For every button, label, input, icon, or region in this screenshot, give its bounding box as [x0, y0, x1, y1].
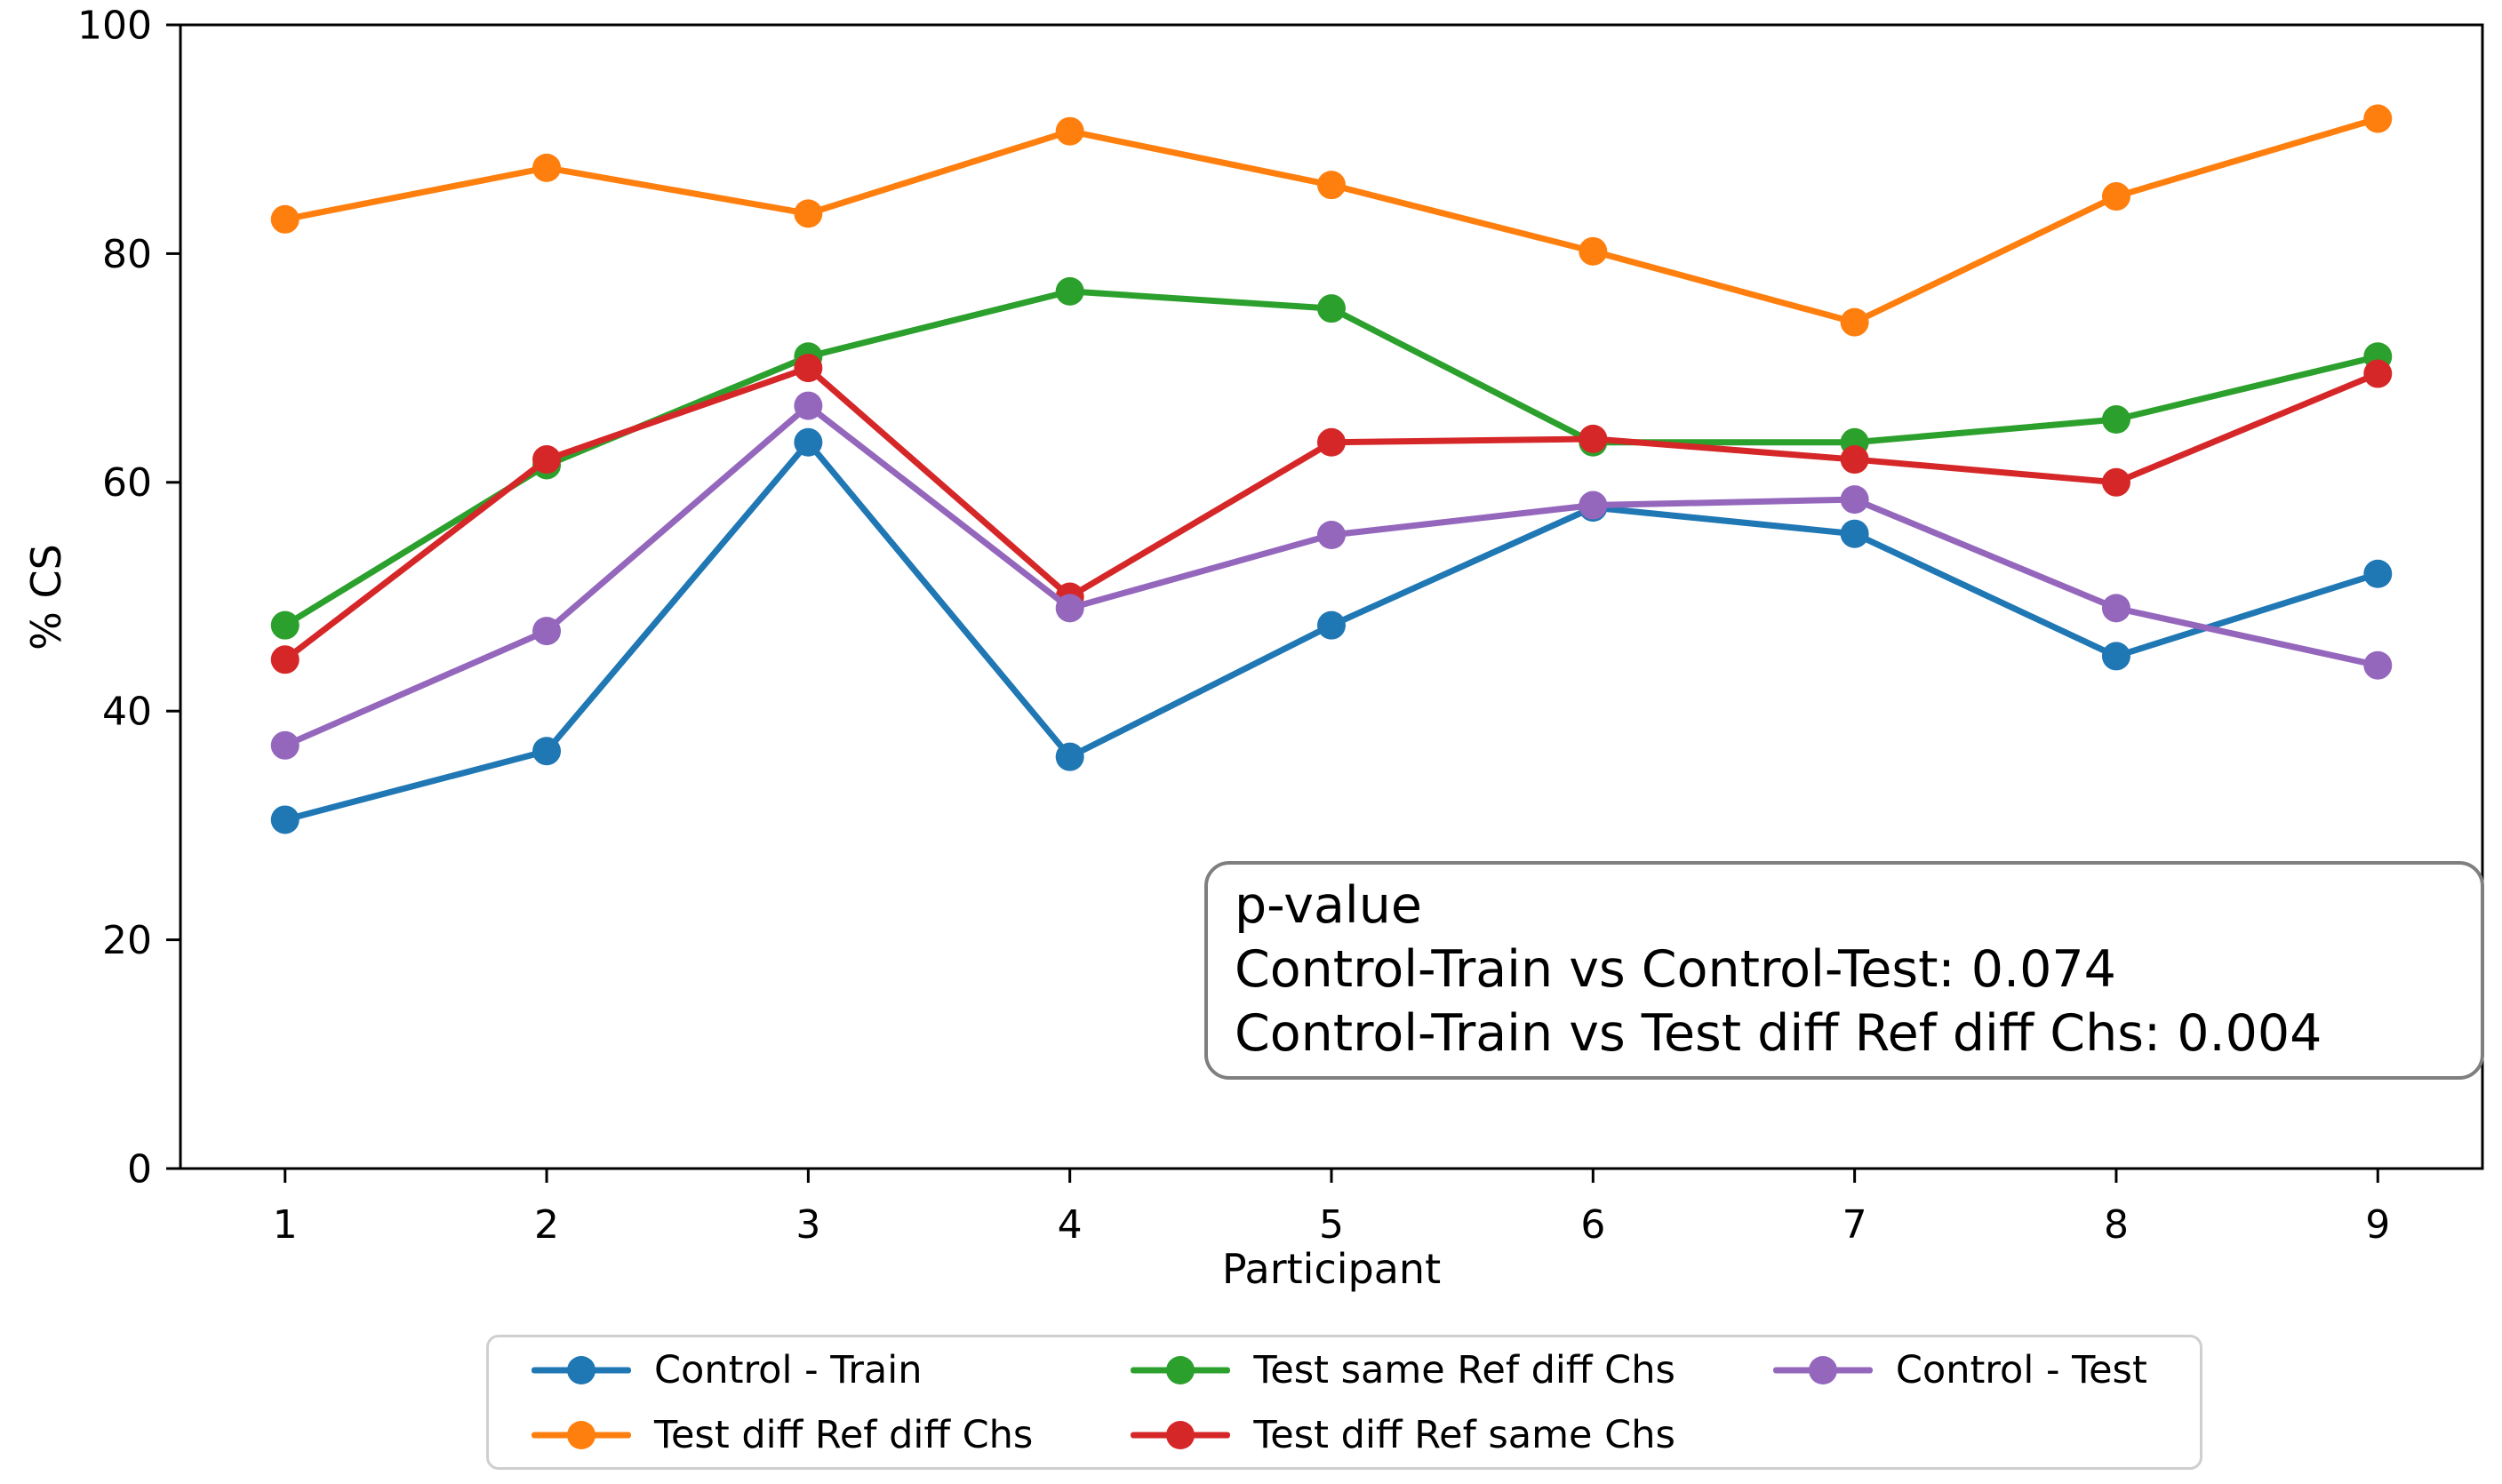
data-point [2101, 182, 2130, 211]
p-value-annotation: p-value Control-Train vs Control-Test: 0… [1204, 861, 2484, 1080]
x-tick-label: 4 [1058, 1202, 1083, 1248]
y-tick-label: 60 [102, 460, 152, 506]
data-point [532, 153, 562, 182]
legend-label: Test same Ref diff Chs [1253, 1347, 1675, 1392]
data-point [2363, 559, 2393, 588]
y-tick-label: 40 [102, 690, 152, 735]
y-tick-label: 100 [77, 3, 152, 48]
legend-entry-control-test: Control - Test [1772, 1347, 2147, 1392]
annotation-line: p-value [1235, 876, 1422, 935]
x-axis-label: Participant [1221, 1245, 1442, 1293]
data-point [270, 204, 300, 234]
legend-entry-control-train: Control - Train [532, 1348, 1033, 1392]
data-point [270, 610, 300, 640]
data-point [1317, 610, 1346, 640]
data-point [270, 645, 300, 674]
legend-entry-test-same-ref-diff-chs: Test same Ref diff Chs [1131, 1348, 1675, 1392]
x-tick-label: 9 [2365, 1202, 2390, 1248]
line-dot-marker-icon [532, 1420, 631, 1450]
legend-label: Control - Test [1895, 1347, 2147, 1392]
data-point [2101, 594, 2130, 623]
data-point [794, 354, 823, 383]
data-point [1840, 519, 1869, 548]
y-tick-label: 20 [102, 918, 152, 963]
series-line [282, 288, 2381, 629]
data-point [1579, 236, 1608, 266]
x-tick-label: 6 [1580, 1202, 1605, 1248]
data-point [794, 427, 823, 457]
x-tick-label: 3 [795, 1202, 820, 1248]
data-point [1579, 424, 1608, 453]
x-tick-label: 7 [1843, 1202, 1867, 1248]
line-dot-marker-icon [1131, 1355, 1231, 1385]
data-point [1840, 307, 1869, 337]
data-point [1317, 171, 1346, 200]
data-point [1840, 485, 1869, 515]
data-point [1579, 491, 1608, 520]
data-point [2101, 405, 2130, 435]
data-point [2363, 650, 2393, 680]
y-axis-label: % CS [22, 544, 70, 650]
data-point [2363, 359, 2393, 388]
legend-label: Test diff Ref diff Chs [654, 1412, 1034, 1457]
data-point [1055, 742, 1084, 771]
legend: Control - Train Test diff Ref diff Chs T… [486, 1335, 2202, 1470]
data-point [1055, 594, 1084, 623]
y-tick-label: 0 [127, 1146, 152, 1192]
data-point [1055, 276, 1084, 306]
series-line [282, 403, 2381, 749]
line-dot-marker-icon [532, 1355, 631, 1385]
legend-entry-test-diff-ref-diff-chs: Test diff Ref diff Chs [532, 1413, 1033, 1457]
data-point [1840, 445, 1869, 475]
y-tick-label: 80 [102, 232, 152, 277]
data-point [1317, 294, 1346, 323]
x-tick-label: 1 [273, 1202, 298, 1248]
line-dot-marker-icon [1131, 1420, 1231, 1450]
data-point [1055, 116, 1084, 146]
legend-label: Test diff Ref same Chs [1253, 1412, 1675, 1457]
series-line [282, 116, 2381, 326]
annotation-line: Control-Train vs Test diff Ref diff Chs:… [1235, 1004, 2322, 1063]
legend-label: Control - Train [654, 1347, 923, 1392]
x-tick-label: 8 [2104, 1202, 2129, 1248]
data-point [1317, 521, 1346, 550]
annotation-line: Control-Train vs Control-Test: 0.074 [1235, 940, 2116, 999]
data-point [532, 617, 562, 646]
x-tick-label: 2 [534, 1202, 559, 1248]
data-point [532, 737, 562, 766]
data-point [270, 805, 300, 834]
data-point [2101, 467, 2130, 497]
data-point [1317, 427, 1346, 457]
x-tick-label: 5 [1319, 1202, 1344, 1248]
data-point [2101, 642, 2130, 671]
data-point [794, 199, 823, 228]
data-point [794, 391, 823, 420]
legend-entry-test-diff-ref-same-chs: Test diff Ref same Chs [1131, 1413, 1675, 1457]
data-point [2363, 104, 2393, 133]
line-dot-marker-icon [1772, 1355, 1873, 1385]
data-point [532, 445, 562, 475]
data-point [270, 730, 300, 760]
